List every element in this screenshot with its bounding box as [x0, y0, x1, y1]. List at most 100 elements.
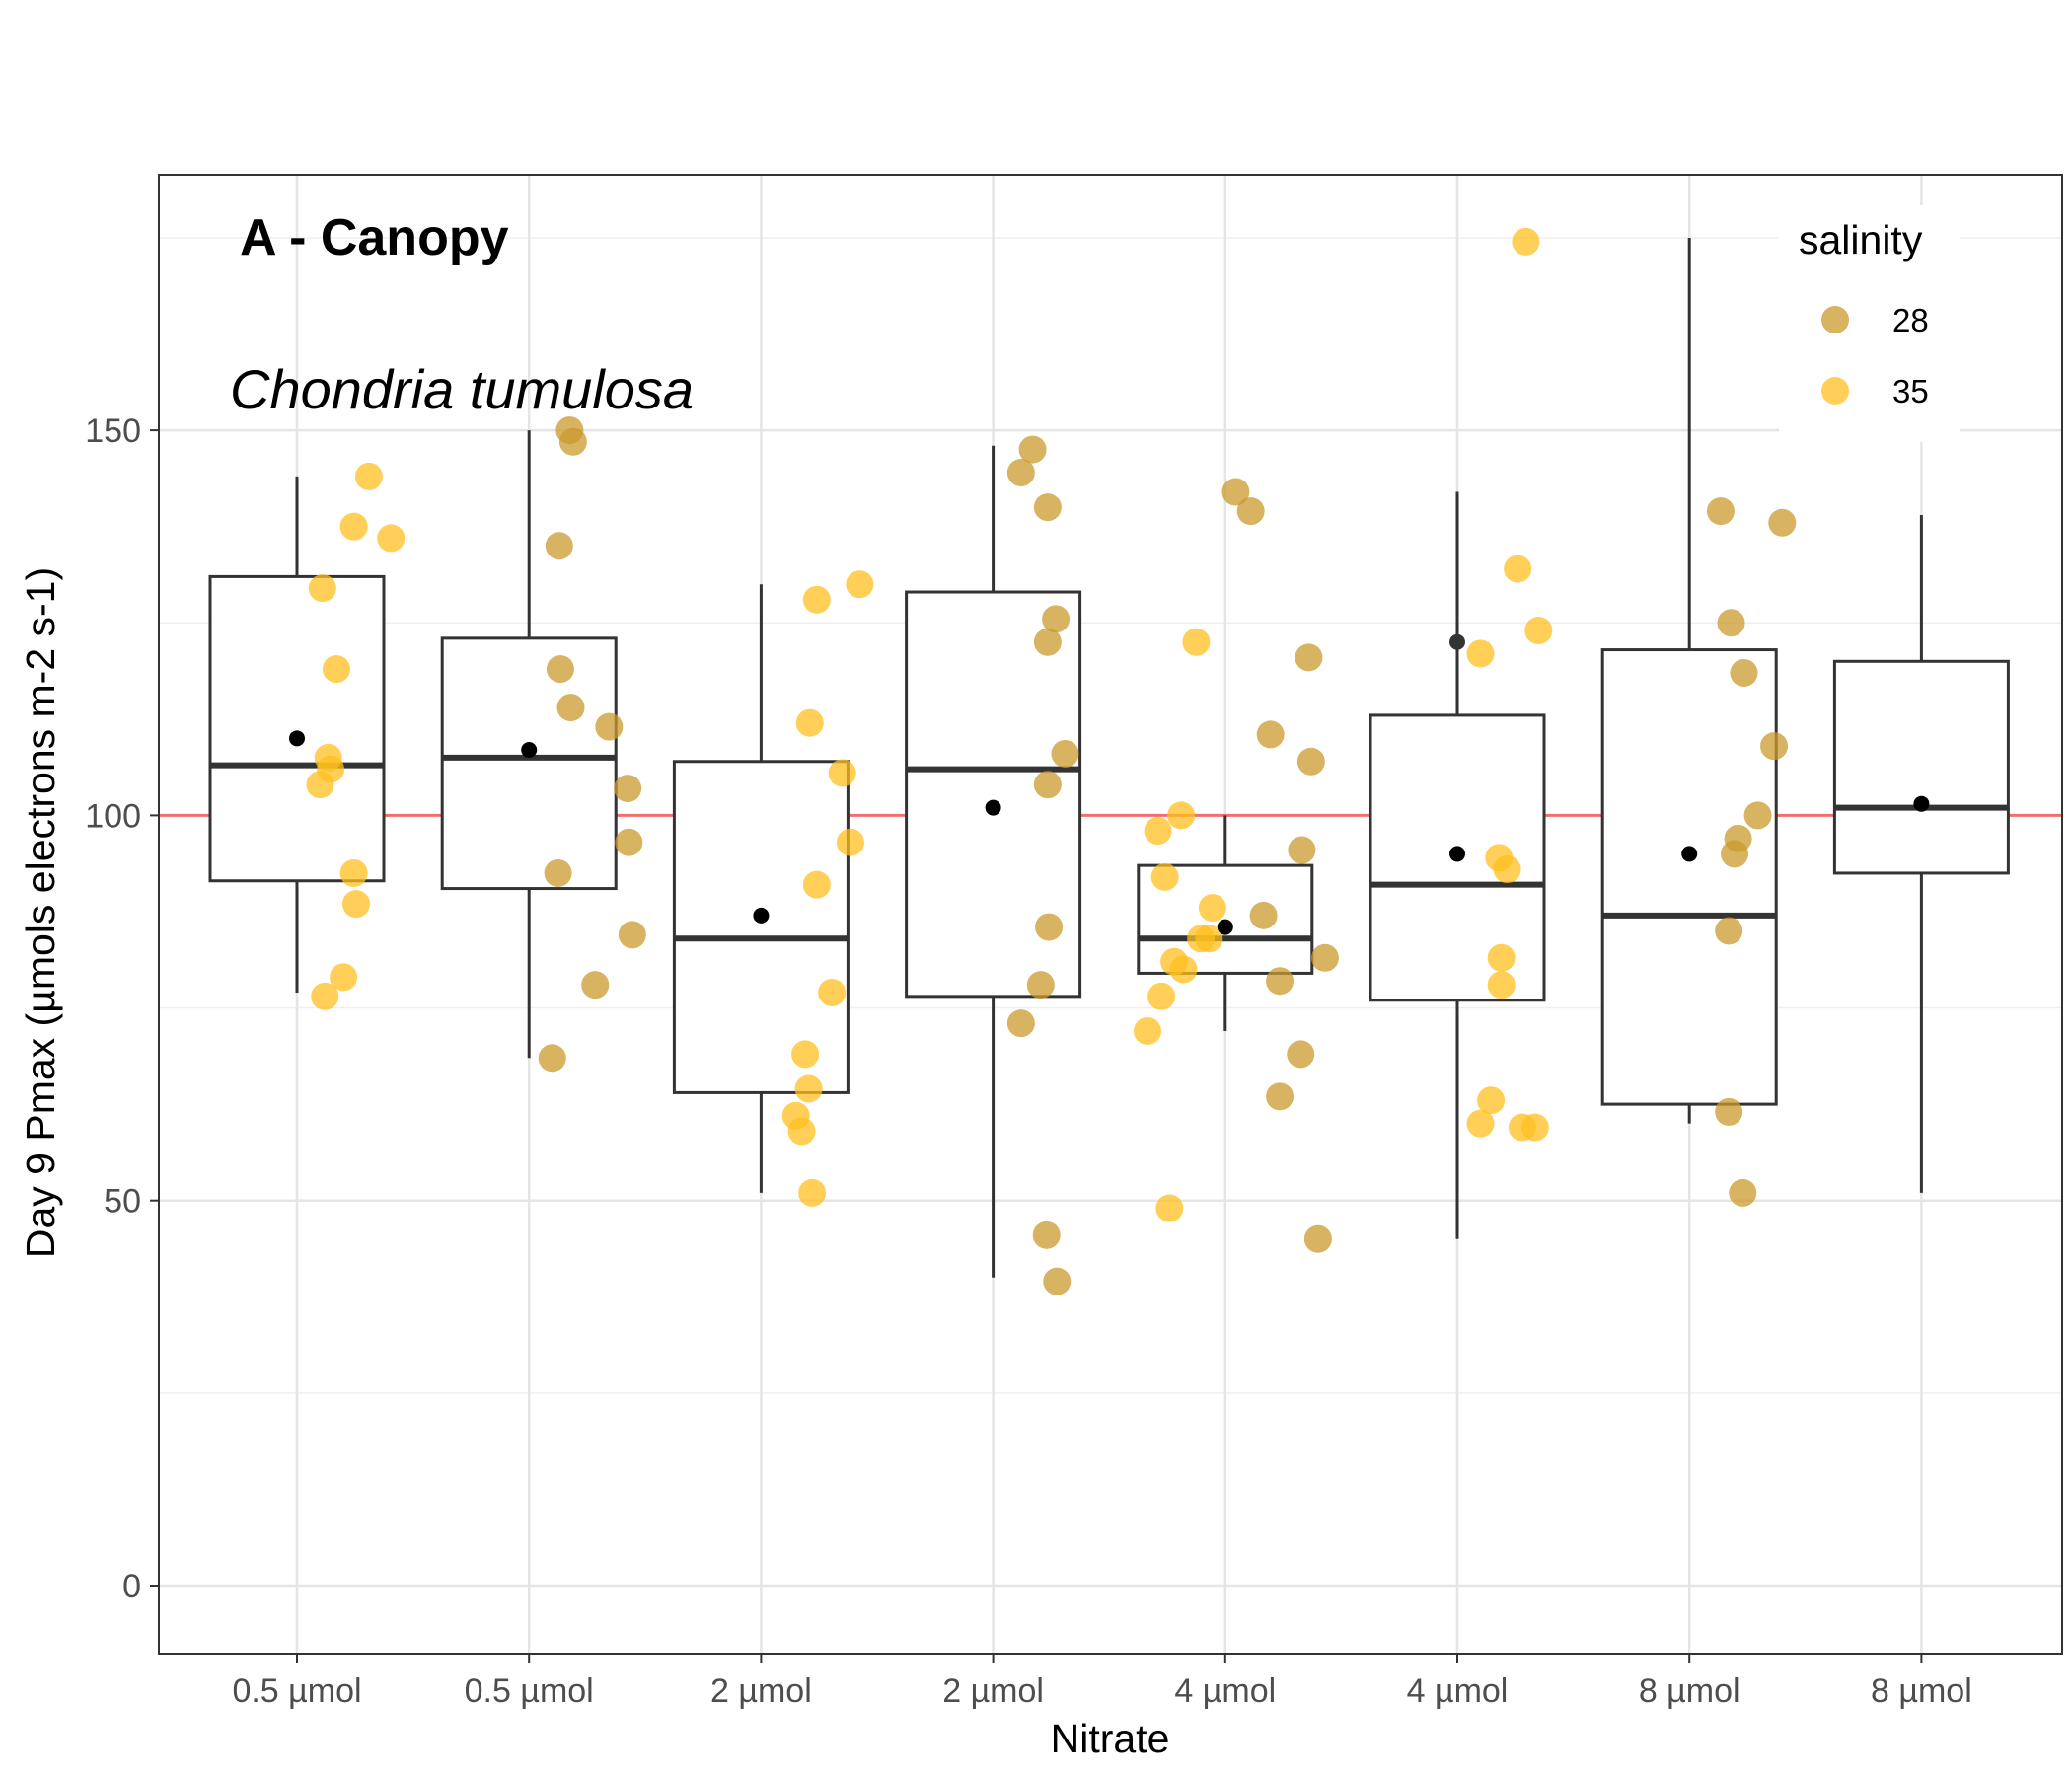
point-salinity-28	[1266, 967, 1295, 996]
point-salinity-28	[556, 694, 585, 722]
point-salinity-28	[614, 775, 642, 803]
x-axis-title: Nitrate	[1051, 1716, 1170, 1761]
point-salinity-28	[1729, 1178, 1757, 1207]
mean-marker	[521, 742, 538, 759]
point-salinity-35	[1150, 862, 1179, 891]
point-salinity-28	[1221, 478, 1250, 506]
point-salinity-28	[1743, 801, 1772, 830]
point-salinity-35	[791, 1040, 820, 1069]
box-iqr	[1832, 659, 2010, 875]
point-salinity-35	[354, 462, 383, 490]
point-salinity-35	[339, 858, 368, 887]
point-salinity-28	[1288, 836, 1316, 864]
point-salinity-35	[311, 982, 339, 1010]
point-salinity-35	[341, 890, 370, 919]
x-tick-label: 2 µmol	[942, 1672, 1044, 1710]
point-salinity-35	[846, 570, 874, 599]
point-salinity-35	[1182, 628, 1211, 656]
panel-subtitle: Chondria tumulosa	[230, 358, 694, 420]
point-salinity-35	[1493, 855, 1521, 884]
point-salinity-35	[1520, 1113, 1549, 1142]
point-salinity-28	[1706, 497, 1735, 526]
point-salinity-35	[818, 978, 847, 1006]
mean-marker	[985, 799, 1001, 816]
legend-background	[1779, 205, 1960, 442]
legend-key-28	[1821, 306, 1849, 333]
outlier-point	[1449, 633, 1465, 650]
boxplot-7	[1600, 237, 1778, 1124]
point-salinity-28	[538, 1044, 566, 1073]
point-salinity-28	[1006, 459, 1035, 487]
point-salinity-35	[802, 585, 831, 614]
point-salinity-35	[1466, 639, 1495, 668]
point-salinity-35	[308, 574, 336, 603]
point-salinity-28	[1310, 943, 1339, 972]
mean-marker	[1681, 846, 1698, 862]
point-salinity-28	[1715, 917, 1743, 945]
x-tick-label: 0.5 µmol	[232, 1672, 361, 1710]
point-salinity-35	[1147, 982, 1176, 1010]
point-salinity-28	[558, 427, 587, 456]
data-points	[306, 227, 1797, 1295]
y-tick-label: 100	[85, 797, 141, 835]
legend: salinity 28 35	[1779, 205, 1960, 442]
point-salinity-28	[1032, 1221, 1061, 1249]
mean-marker	[753, 907, 770, 924]
y-tick-label: 0	[122, 1568, 141, 1605]
axis-ticks: 0 50 100 150 0.5 µmol 0.5 µmol 2 µmol 2 µmol 4 µ…	[85, 412, 1972, 1710]
box-iqr	[208, 574, 386, 883]
y-axis-title: Day 9 Pmax (µmols electrons m-2 s-1)	[18, 567, 63, 1258]
point-salinity-28	[1018, 435, 1047, 464]
point-salinity-35	[317, 755, 345, 783]
point-salinity-35	[330, 963, 358, 992]
point-salinity-28	[1296, 747, 1325, 776]
x-tick-label: 4 µmol	[1407, 1672, 1509, 1710]
point-salinity-28	[1035, 913, 1064, 941]
point-salinity-28	[1256, 720, 1285, 749]
point-salinity-28	[1033, 771, 1062, 799]
point-salinity-35	[377, 524, 406, 553]
point-salinity-35	[1167, 801, 1196, 830]
mean-marker	[1913, 795, 1930, 812]
point-salinity-28	[545, 532, 573, 560]
point-salinity-35	[1487, 943, 1516, 972]
mean-marker	[289, 730, 305, 747]
point-salinity-28	[1760, 732, 1789, 761]
point-salinity-35	[322, 655, 350, 684]
point-salinity-35	[795, 708, 824, 737]
point-salinity-35	[1155, 1194, 1184, 1222]
legend-label-28: 28	[1892, 302, 1929, 338]
point-salinity-28	[544, 858, 572, 887]
x-tick-label: 4 µmol	[1174, 1672, 1276, 1710]
point-salinity-28	[1730, 658, 1758, 687]
box-iqr	[1600, 648, 1778, 1106]
point-salinity-28	[1026, 971, 1055, 999]
y-tick-label: 50	[104, 1183, 141, 1221]
point-salinity-28	[615, 828, 643, 856]
box-iqr	[440, 636, 618, 891]
x-tick-label: 8 µmol	[1871, 1672, 1972, 1710]
point-salinity-35	[1134, 1016, 1162, 1045]
mean-marker	[1449, 846, 1465, 862]
point-salinity-28	[1043, 1267, 1072, 1295]
point-salinity-35	[1524, 617, 1553, 645]
box-iqr	[672, 760, 850, 1094]
y-tick-label: 150	[85, 412, 141, 450]
point-salinity-28	[1033, 628, 1062, 656]
panel-title: A - Canopy	[240, 209, 509, 266]
mean-marker	[1217, 919, 1233, 935]
point-salinity-28	[1768, 508, 1797, 537]
panel-border	[158, 174, 2063, 1655]
point-salinity-28	[546, 655, 574, 684]
point-salinity-35	[1466, 1109, 1495, 1138]
point-salinity-28	[1042, 605, 1071, 633]
point-salinity-28	[1287, 1040, 1315, 1069]
legend-label-35: 35	[1892, 373, 1929, 409]
point-salinity-28	[1033, 493, 1062, 522]
point-salinity-28	[1236, 497, 1265, 526]
point-salinity-35	[794, 1074, 823, 1103]
point-salinity-35	[802, 870, 831, 899]
point-salinity-35	[836, 828, 864, 856]
point-salinity-28	[1724, 824, 1752, 852]
